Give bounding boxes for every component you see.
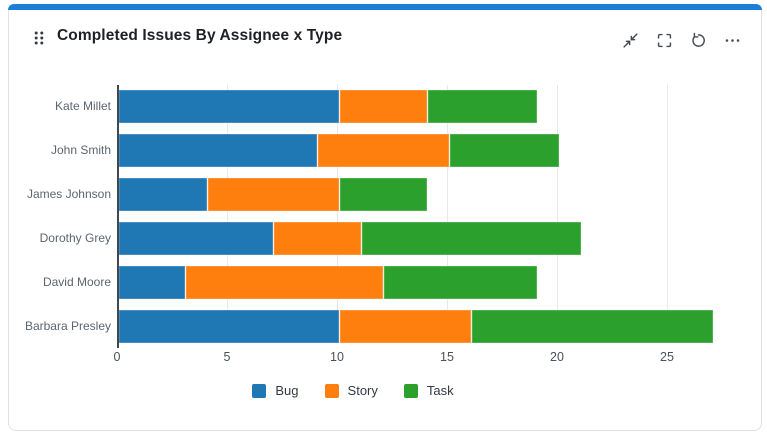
drag-handle-icon[interactable]	[33, 30, 45, 46]
widget-header: Completed Issues By Assignee x Type	[9, 5, 761, 61]
bar-row	[119, 134, 559, 167]
bar-row	[119, 266, 537, 299]
legend-label: Story	[347, 383, 378, 398]
bar-row	[119, 178, 427, 211]
collapse-icon[interactable]	[621, 31, 639, 49]
category-label: Dorothy Grey	[39, 231, 111, 245]
x-tick-label: 25	[660, 350, 674, 364]
y-axis-line	[117, 85, 119, 348]
bar-segment-story[interactable]	[185, 266, 383, 299]
bar-segment-task[interactable]	[361, 222, 581, 255]
accent-bar	[8, 4, 762, 10]
gridline	[667, 85, 668, 343]
legend-item-story[interactable]: Story	[324, 383, 378, 398]
bar-segment-bug[interactable]	[119, 90, 339, 123]
category-label: Barbara Presley	[24, 319, 111, 333]
bar-segment-story[interactable]	[339, 310, 471, 343]
x-tick-label: 0	[113, 350, 121, 364]
bar-segment-bug[interactable]	[119, 134, 317, 167]
bar-segment-task[interactable]	[427, 90, 537, 123]
legend-swatch-task	[403, 383, 418, 398]
legend-item-bug[interactable]: Bug	[252, 383, 299, 398]
gridline	[447, 85, 448, 343]
legend-label: Task	[426, 383, 454, 398]
gridline	[227, 85, 228, 343]
bar-segment-story[interactable]	[339, 90, 427, 123]
legend-swatch-story	[324, 383, 339, 398]
legend-label: Bug	[275, 383, 299, 398]
x-tick-label: 20	[550, 350, 564, 364]
x-tick-label: 10	[330, 350, 344, 364]
widget-card: Completed Issues By Assignee x Type	[8, 4, 762, 431]
bar-segment-task[interactable]	[339, 178, 427, 211]
bar-segment-task[interactable]	[449, 134, 559, 167]
bar-row	[119, 90, 537, 123]
category-label: Kate Millet	[54, 99, 111, 113]
stacked-bar-chart: 0 5 10 15 20 25 Kate Millet John Smith James Joh…	[9, 5, 761, 430]
bar-segment-bug[interactable]	[119, 266, 185, 299]
bar-segment-task[interactable]	[383, 266, 537, 299]
chart-legend: Bug Story Task	[0, 383, 729, 398]
bar-segment-bug[interactable]	[119, 178, 207, 211]
gridline	[557, 85, 558, 343]
bar-segment-task[interactable]	[471, 310, 713, 343]
x-tick-label: 15	[440, 350, 454, 364]
category-label: James Johnson	[26, 187, 111, 201]
bar-row	[119, 222, 581, 255]
bar-segment-bug[interactable]	[119, 222, 273, 255]
x-tick-label: 5	[223, 350, 231, 364]
fullscreen-icon[interactable]	[655, 31, 673, 49]
bar-segment-story[interactable]	[273, 222, 361, 255]
header-actions	[621, 31, 741, 49]
legend-swatch-bug	[252, 383, 267, 398]
gridline	[337, 85, 338, 343]
bar-segment-story[interactable]	[317, 134, 449, 167]
bar-row	[119, 310, 713, 343]
category-label: John Smith	[50, 143, 111, 157]
widget-title: Completed Issues By Assignee x Type	[57, 27, 343, 44]
legend-item-task[interactable]: Task	[403, 383, 454, 398]
more-options-icon[interactable]	[723, 31, 741, 49]
bar-segment-bug[interactable]	[119, 310, 339, 343]
category-label: David Moore	[42, 275, 111, 289]
refresh-icon[interactable]	[689, 31, 707, 49]
bar-segment-story[interactable]	[207, 178, 339, 211]
